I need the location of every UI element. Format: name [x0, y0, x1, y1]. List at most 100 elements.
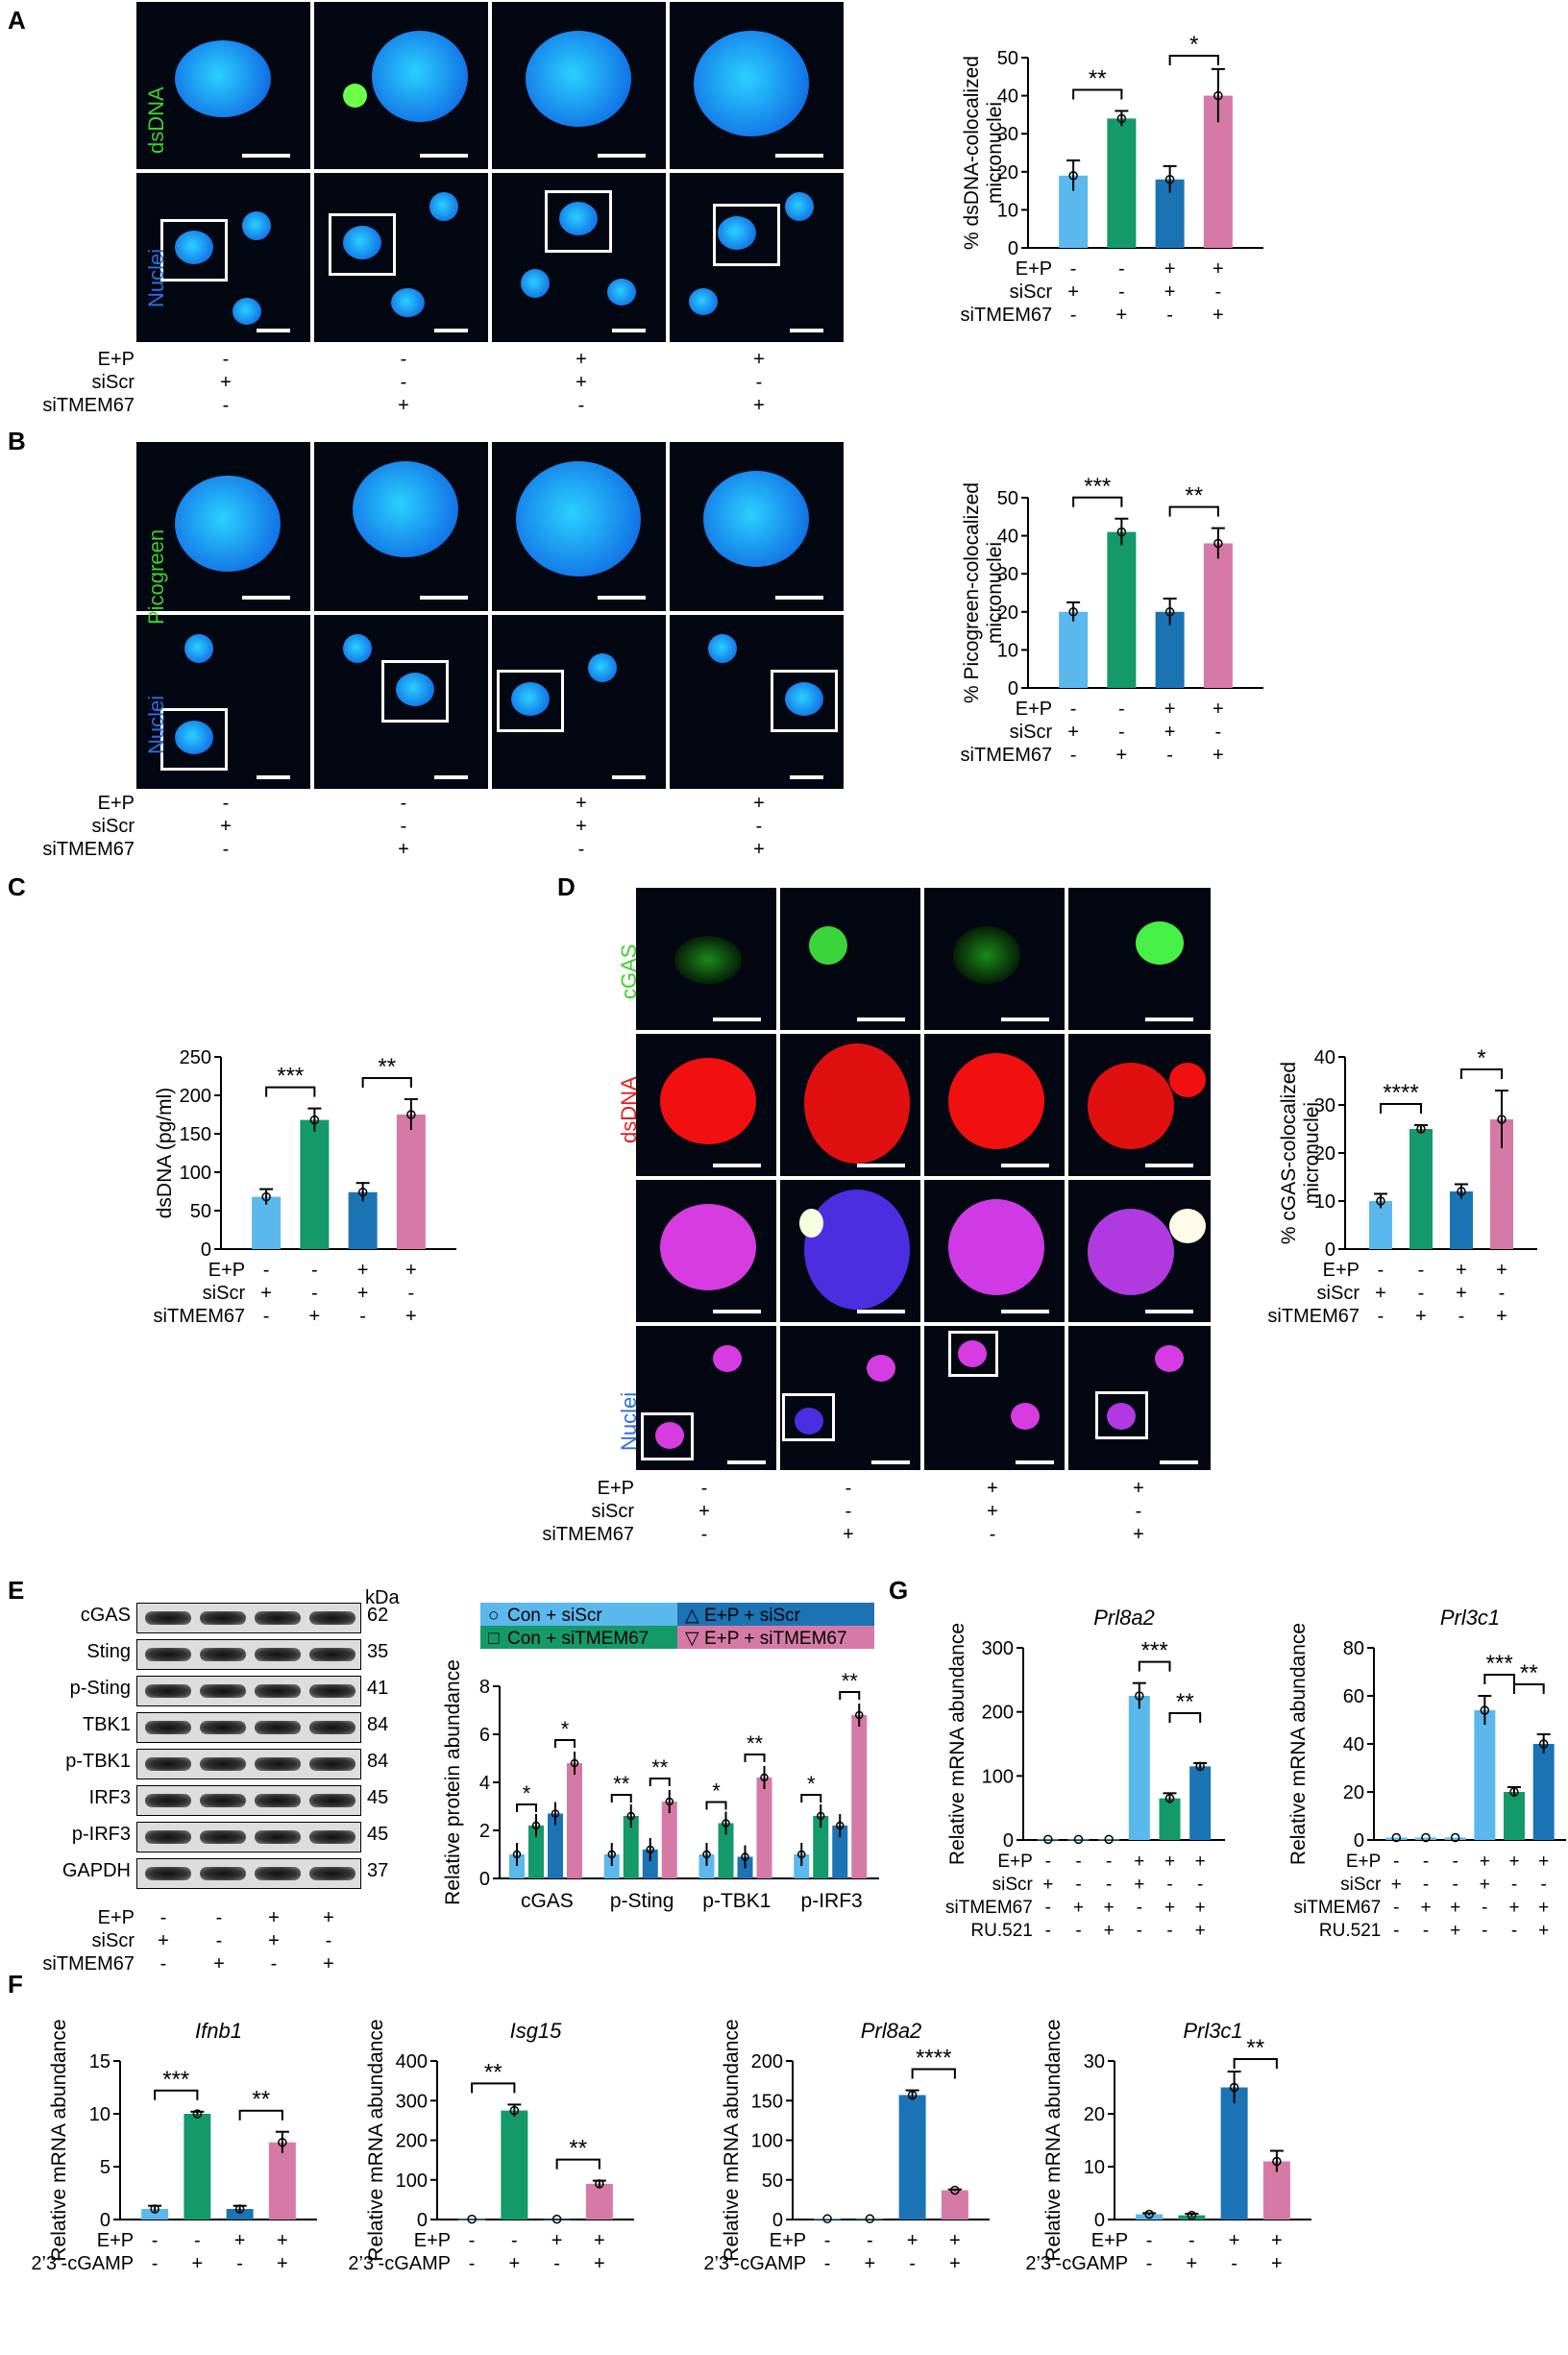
d-ytick-label: 30 [1314, 1095, 1335, 1116]
micro-d-cond-mark: + [843, 1524, 854, 1545]
micrograph-d-r4-c4 [1066, 1324, 1213, 1472]
g1-cond-mark: + [1134, 1875, 1144, 1895]
f4-cond-mark: - [1231, 2253, 1237, 2274]
c-cond-row-label: siScr [203, 1283, 246, 1304]
g1-cond-mark: + [1164, 1898, 1175, 1918]
g1-cond-mark: - [1137, 1921, 1142, 1941]
c-cond-mark: + [309, 1306, 321, 1327]
b-cond-mark: + [1164, 699, 1176, 720]
g1-cond-mark: + [1195, 1921, 1206, 1941]
d-sig-label: **** [1383, 1080, 1418, 1106]
wb-protein-label: p-TBK1 [65, 1751, 131, 1772]
g2-cond-mark: + [1538, 1898, 1549, 1918]
g2-datapoint [1421, 1832, 1431, 1843]
e-legend-entry: Con + siTMEM67 [507, 1629, 649, 1649]
e-bar [756, 1778, 772, 1878]
g1-datapoint [1073, 1834, 1084, 1845]
g2-datapoint [1450, 1832, 1460, 1843]
micro-d-cond-mark: - [990, 1524, 996, 1545]
panel-label-e: E [8, 1576, 25, 1605]
wb-band [255, 1830, 301, 1844]
d-cond-row-label: siTMEM67 [1267, 1306, 1360, 1327]
f2-datapoint [509, 2105, 520, 2116]
b-datapoint [1068, 607, 1078, 617]
g1-cond-mark: + [1195, 1898, 1206, 1918]
wb-band [255, 1648, 301, 1661]
wb-blot-strip [136, 1676, 361, 1706]
g2-datapoint [1538, 1739, 1549, 1749]
f2-cond-row-label: 2’3’-cGAMP [348, 2253, 451, 2274]
g2-cond-mark: + [1538, 1921, 1549, 1941]
b-ytick-label: 50 [997, 488, 1018, 509]
d-cond-mark: - [1499, 1283, 1506, 1304]
e-category-label: p-Sting [610, 1890, 674, 1912]
wb-band [200, 1684, 246, 1698]
f2-ytick-label: 0 [417, 2210, 428, 2231]
f1-sig-label: *** [162, 2067, 189, 2093]
e-sig-label: * [523, 1781, 531, 1805]
e-bar [548, 1813, 563, 1878]
wb-band [309, 1794, 355, 1807]
g2-bar [1504, 1792, 1525, 1840]
micro-b-cond-mark: - [578, 839, 585, 860]
g2-cond-mark: + [1538, 1852, 1549, 1872]
f1-cond-mark: + [277, 2230, 288, 2251]
g1-cond-mark: + [1104, 1898, 1115, 1918]
g2-cond-mark: + [1508, 1852, 1519, 1872]
a-ytick-label: 50 [997, 48, 1018, 69]
micro-a-cond-mark: - [223, 349, 230, 370]
g1-cond-row-label: siScr [992, 1875, 1034, 1895]
f4-cond-mark: - [1146, 2230, 1153, 2251]
e-bar [603, 1854, 620, 1878]
e-bar [661, 1802, 677, 1878]
e-datapoint [702, 1850, 711, 1859]
f2-bar [585, 2183, 613, 2220]
a-cond-mark: + [1213, 305, 1224, 326]
micrograph-a-4-bottom [668, 171, 845, 344]
micro-b-cond-mark: + [398, 839, 409, 860]
g2-sig-bracket [1483, 1674, 1515, 1684]
e-sig-label: * [807, 1772, 816, 1796]
micro-a-cond-mark: - [578, 395, 585, 416]
f1-ytick-label: 0 [100, 2210, 110, 2231]
micrograph-d-r3-c3 [922, 1178, 1066, 1324]
micrograph-panel-b [135, 440, 845, 791]
g1-bar [1128, 1696, 1150, 1840]
f4-datapoint [1144, 2209, 1154, 2220]
f1-cond-mark: - [194, 2230, 201, 2251]
micrograph-panel-a [135, 0, 845, 344]
e-datapoint [626, 1811, 635, 1821]
e-datapoint [512, 1850, 522, 1859]
e-ytick-label: 6 [479, 1725, 490, 1746]
f4-cond-mark: - [1146, 2253, 1153, 2274]
c-bar [396, 1115, 426, 1249]
b-ylabel: micronuclei [984, 542, 1006, 644]
e-legend-marker: □ [488, 1629, 500, 1649]
wb-protein-label: IRF3 [88, 1787, 131, 1808]
g1-cond-mark: + [1104, 1921, 1115, 1941]
c-cond-mark: - [359, 1306, 366, 1327]
g2-datapoint [1480, 1705, 1490, 1715]
d-datapoint [1416, 1124, 1426, 1134]
e-sig-label: ** [747, 1731, 764, 1755]
micro-d-cond-mark: + [1133, 1478, 1144, 1499]
g2-cond-mark: - [1423, 1875, 1429, 1895]
f3-cond-mark: + [907, 2230, 919, 2251]
micro-a-cond-mark: - [756, 372, 763, 393]
g2-cond-row-label: siTMEM67 [1294, 1898, 1382, 1918]
e-datapoint [760, 1773, 769, 1782]
micrograph-a-1-bottom [135, 171, 312, 344]
a-cond-mark: - [1070, 305, 1077, 326]
b-cond-mark: - [1118, 699, 1125, 720]
f1-sig-bracket [238, 2109, 283, 2121]
wb-band [145, 1684, 191, 1698]
wb-cond-mark: - [326, 1930, 332, 1951]
micro-d-cond-row-label: siScr [592, 1501, 635, 1522]
b-datapoint [1213, 538, 1223, 549]
micro-a-cond-row-label: siTMEM67 [42, 395, 135, 416]
a-sig-bracket [1168, 55, 1219, 65]
wb-kda-value: 35 [367, 1641, 389, 1662]
micro-a-cond-mark: - [401, 372, 407, 393]
e-sig-label: ** [651, 1755, 669, 1779]
